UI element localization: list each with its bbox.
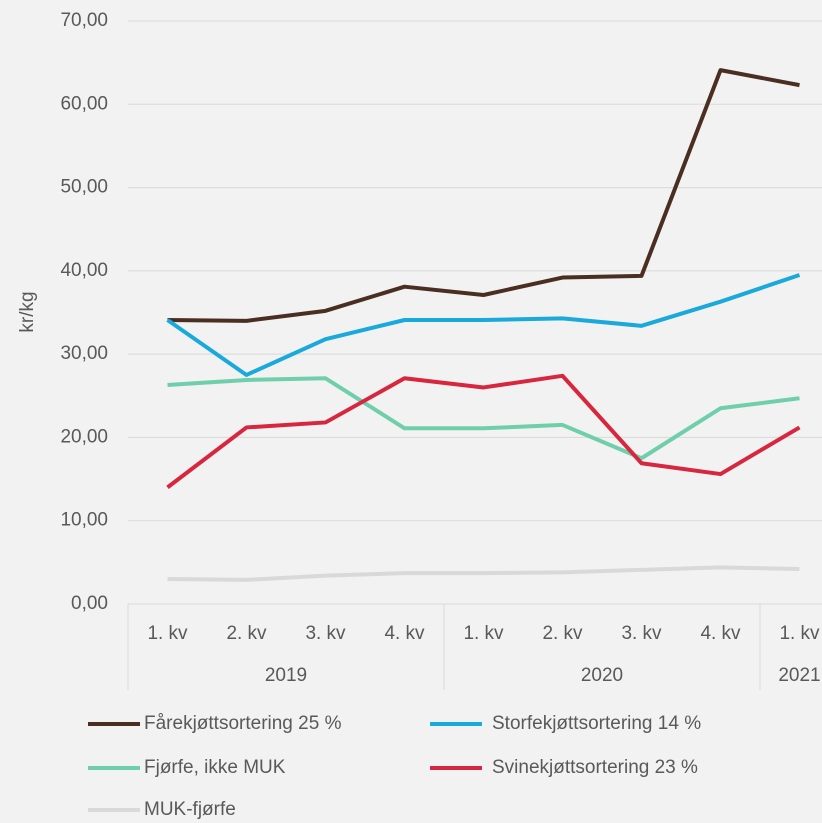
legend-label: Fårekjøttsortering 25 %: [144, 713, 342, 734]
x-tick-label: 1. kv: [463, 623, 504, 644]
series-line: [167, 68, 800, 323]
y-tick-label: 0,00: [71, 593, 108, 614]
x-tick-label: 1. kv: [779, 623, 820, 644]
y-tick-label: 30,00: [60, 343, 108, 364]
legend-label: Storfekjøttsortering 14 %: [492, 713, 701, 734]
y-tick-label: 50,00: [60, 177, 108, 198]
x-tick-label: 1. kv: [147, 623, 188, 644]
x-tick-label: 3. kv: [305, 623, 346, 644]
series-line: [166, 373, 801, 489]
x-tick-label: 2. kv: [542, 623, 583, 644]
y-tick-label: 10,00: [60, 510, 108, 531]
x-tick-label: 3. kv: [621, 623, 662, 644]
legend-label: Fjørfe, ikke MUK: [144, 757, 286, 778]
y-tick-label: 20,00: [60, 426, 108, 447]
group-label: 2021: [778, 665, 820, 686]
y-axis-label: kr/kg: [17, 291, 38, 332]
group-label: 2020: [581, 665, 623, 686]
x-tick-label: 4. kv: [384, 623, 425, 644]
legend-label: MUK-fjørfe: [144, 799, 236, 820]
y-tick-label: 60,00: [60, 93, 108, 114]
y-tick-label: 70,00: [60, 10, 108, 31]
series-line: [167, 376, 800, 461]
x-tick-label: 2. kv: [226, 623, 267, 644]
series-line: [166, 273, 801, 377]
series-line: [167, 565, 800, 582]
y-tick-label: 40,00: [60, 260, 108, 281]
x-tick-label: 4. kv: [700, 623, 741, 644]
legend-label: Svinekjøttsortering 23 %: [492, 757, 698, 778]
group-label: 2019: [265, 665, 307, 686]
